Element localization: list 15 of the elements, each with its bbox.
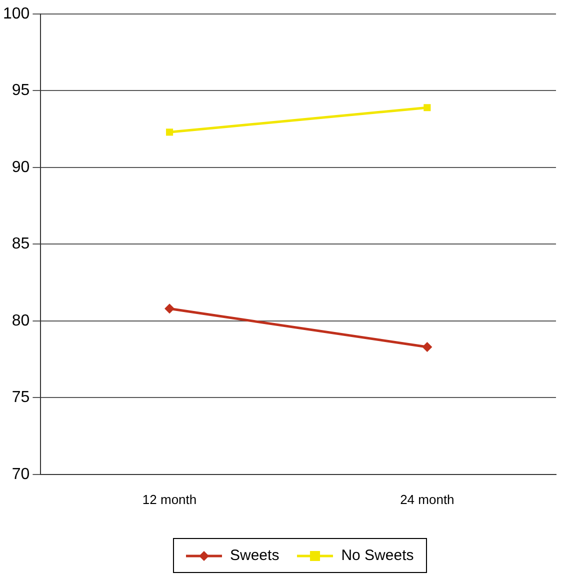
y-tick-label: 80 [12, 312, 30, 330]
legend-label: No Sweets [341, 547, 414, 564]
legend-label: Sweets [230, 547, 280, 564]
y-tick-label: 85 [12, 236, 30, 253]
x-tick-label: 24 month [400, 492, 454, 507]
point [424, 104, 431, 112]
y-tick-label: 100 [2, 5, 30, 22]
point [166, 128, 174, 136]
y-tick-label: 95 [12, 82, 30, 100]
y-tick-label: 70 [12, 466, 30, 483]
x-tick-label: 12 month [142, 492, 197, 507]
point [422, 342, 432, 352]
y-tick-label: 75 [12, 389, 30, 406]
y-tick-label: 90 [12, 158, 30, 176]
point [164, 304, 175, 314]
